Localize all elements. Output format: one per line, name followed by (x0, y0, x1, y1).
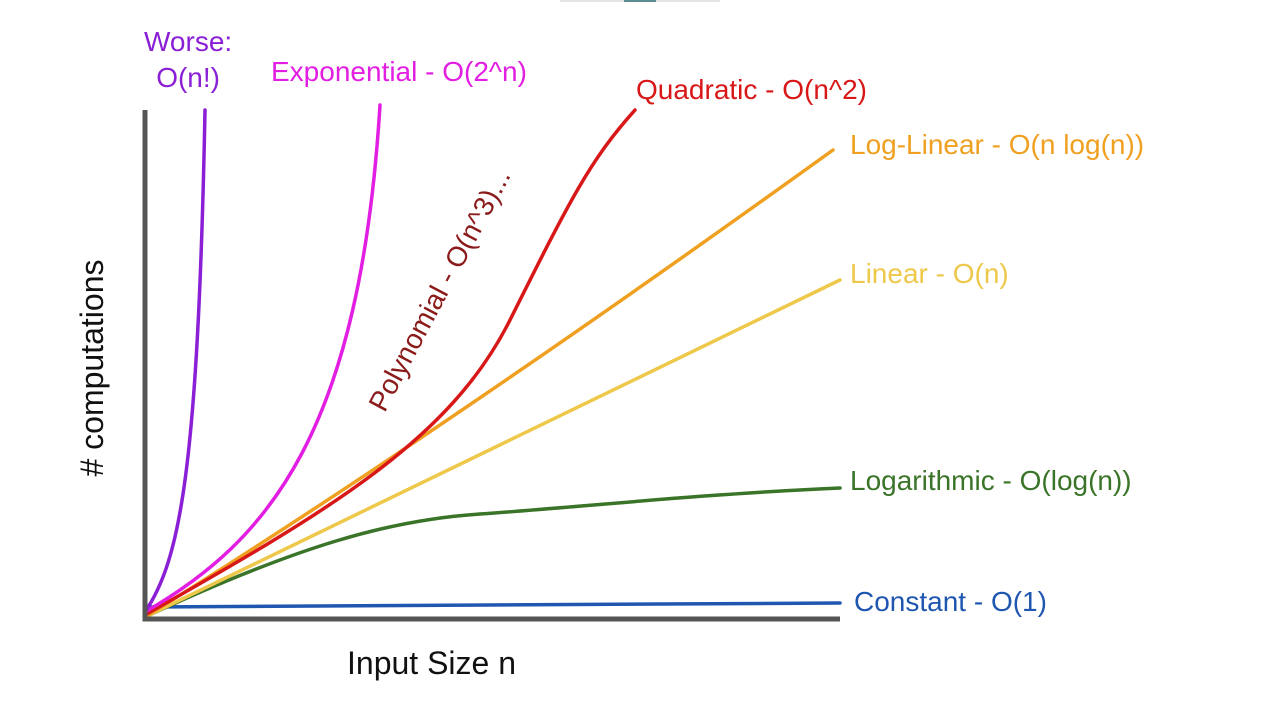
label-exponential: Exponential - O(2^n) (271, 56, 527, 87)
curve-linear (143, 278, 842, 619)
scroll-thumb (624, 0, 656, 2)
curve-constant (143, 601, 842, 609)
label-log-linear: Log-Linear - O(n log(n)) (850, 129, 1145, 160)
curve-exponential (143, 103, 382, 614)
label-constant: Constant - O(1) (854, 586, 1047, 617)
curve-logarithmic (143, 486, 842, 619)
top-scroll-indicator (560, 0, 720, 2)
label-linear: Linear - O(n) (850, 258, 1009, 289)
y-axis-label: # computations (74, 259, 110, 477)
curve-factorial (143, 108, 207, 614)
label-factorial: Worse: O(n!) (144, 24, 232, 96)
curve-log-linear (143, 148, 835, 619)
label-factorial-line2: O(n!) (156, 62, 220, 93)
label-quadratic: Quadratic - O(n^2) (636, 74, 867, 105)
label-logarithmic: Logarithmic - O(log(n)) (850, 465, 1132, 496)
axes (142, 110, 840, 622)
label-factorial-line1: Worse: (144, 26, 233, 57)
x-axis-label: Input Size n (347, 645, 516, 681)
curve-quadratic (143, 108, 637, 617)
